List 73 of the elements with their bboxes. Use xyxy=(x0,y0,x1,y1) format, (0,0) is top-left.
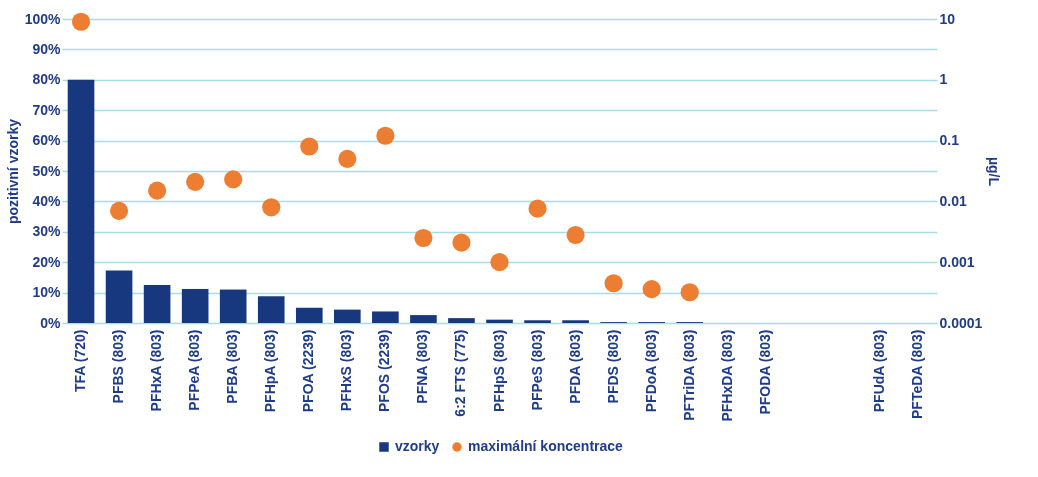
y2-tick-label: 0.0001 xyxy=(939,314,983,331)
x-tick-label: PFTriDA (803) xyxy=(680,329,697,421)
y-axis-title: pozitivní vzorky xyxy=(4,118,21,225)
x-tick-label: PFUdA (803) xyxy=(870,329,887,413)
point xyxy=(109,201,129,220)
point xyxy=(71,12,91,31)
y-tick-label: 0% xyxy=(40,314,62,331)
y2-tick-label: 10 xyxy=(939,10,956,27)
y-tick-label: 70% xyxy=(32,101,62,118)
bar xyxy=(257,296,285,323)
x-tick-label: PFDA (803) xyxy=(566,329,583,404)
y-tick-label: 100% xyxy=(24,10,62,27)
x-tick-label: PFTeDA (803) xyxy=(908,329,925,419)
point xyxy=(566,225,585,245)
x-tick-label: PFDS (803) xyxy=(604,329,621,404)
bar xyxy=(486,319,513,323)
bar xyxy=(410,315,437,323)
bar xyxy=(448,318,475,323)
bar xyxy=(334,309,361,323)
bar xyxy=(219,289,247,323)
legend-label: maximální koncentrace xyxy=(468,438,624,454)
y-tick-label: 10% xyxy=(32,284,62,301)
x-tick-label: PFPeS (803) xyxy=(528,329,545,411)
legend-label: vzorky xyxy=(395,438,440,454)
point xyxy=(376,126,395,145)
y-tick-label: 20% xyxy=(32,253,62,270)
bar xyxy=(372,311,399,323)
x-tick-label: TFA (720) xyxy=(72,329,89,392)
point xyxy=(414,228,433,248)
y-tick-label: 30% xyxy=(32,223,62,240)
point xyxy=(642,280,661,299)
bar xyxy=(295,307,323,323)
x-tick-label: PFHpA (803) xyxy=(262,329,279,413)
x-tick-label: PFBA (803) xyxy=(224,329,241,404)
point xyxy=(604,274,623,293)
x-tick-label: PFHpS (803) xyxy=(490,329,507,412)
y-tick-label: 80% xyxy=(32,71,62,88)
x-tick-label: PFOS (2239) xyxy=(376,329,393,412)
bar xyxy=(67,79,95,323)
y2-tick-label: 0.01 xyxy=(939,192,967,209)
y2-tick-label: 0.001 xyxy=(939,253,975,270)
x-tick-label: PFNA (803) xyxy=(414,329,431,404)
x-tick-label: PFHxDA (803) xyxy=(718,329,735,422)
bar xyxy=(105,270,133,323)
x-tick-label: PFODA (803) xyxy=(756,329,773,415)
point xyxy=(300,137,319,156)
x-tick-label: PFBS (803) xyxy=(110,329,127,404)
x-tick-label: PFHxA (803) xyxy=(148,329,165,412)
x-tick-label: 6:2 FTS (775) xyxy=(452,329,469,417)
point xyxy=(680,283,699,302)
point xyxy=(452,233,471,252)
point xyxy=(338,149,357,168)
point xyxy=(186,172,205,191)
x-tick-label: PFDoA (803) xyxy=(642,329,659,413)
bar xyxy=(562,320,589,323)
bar xyxy=(524,320,551,323)
bar xyxy=(181,288,209,323)
y-tick-label: 40% xyxy=(32,192,62,209)
y2-axis-title: µg/L xyxy=(986,156,1003,187)
y-tick-label: 90% xyxy=(32,40,62,57)
y-tick-label: 50% xyxy=(32,162,62,179)
point xyxy=(262,198,281,217)
x-tick-label: PFOA (2239) xyxy=(300,329,317,413)
y-tick-label: 60% xyxy=(32,132,62,149)
point xyxy=(490,253,509,272)
point xyxy=(224,170,243,189)
x-tick-label: PFHxS (803) xyxy=(338,329,355,412)
point xyxy=(148,181,167,200)
y2-tick-label: 1 xyxy=(939,71,948,88)
y2-tick-label: 0.1 xyxy=(939,132,960,149)
bar xyxy=(143,285,171,323)
x-tick-label: PFPeA (803) xyxy=(186,329,203,411)
point xyxy=(528,199,547,218)
